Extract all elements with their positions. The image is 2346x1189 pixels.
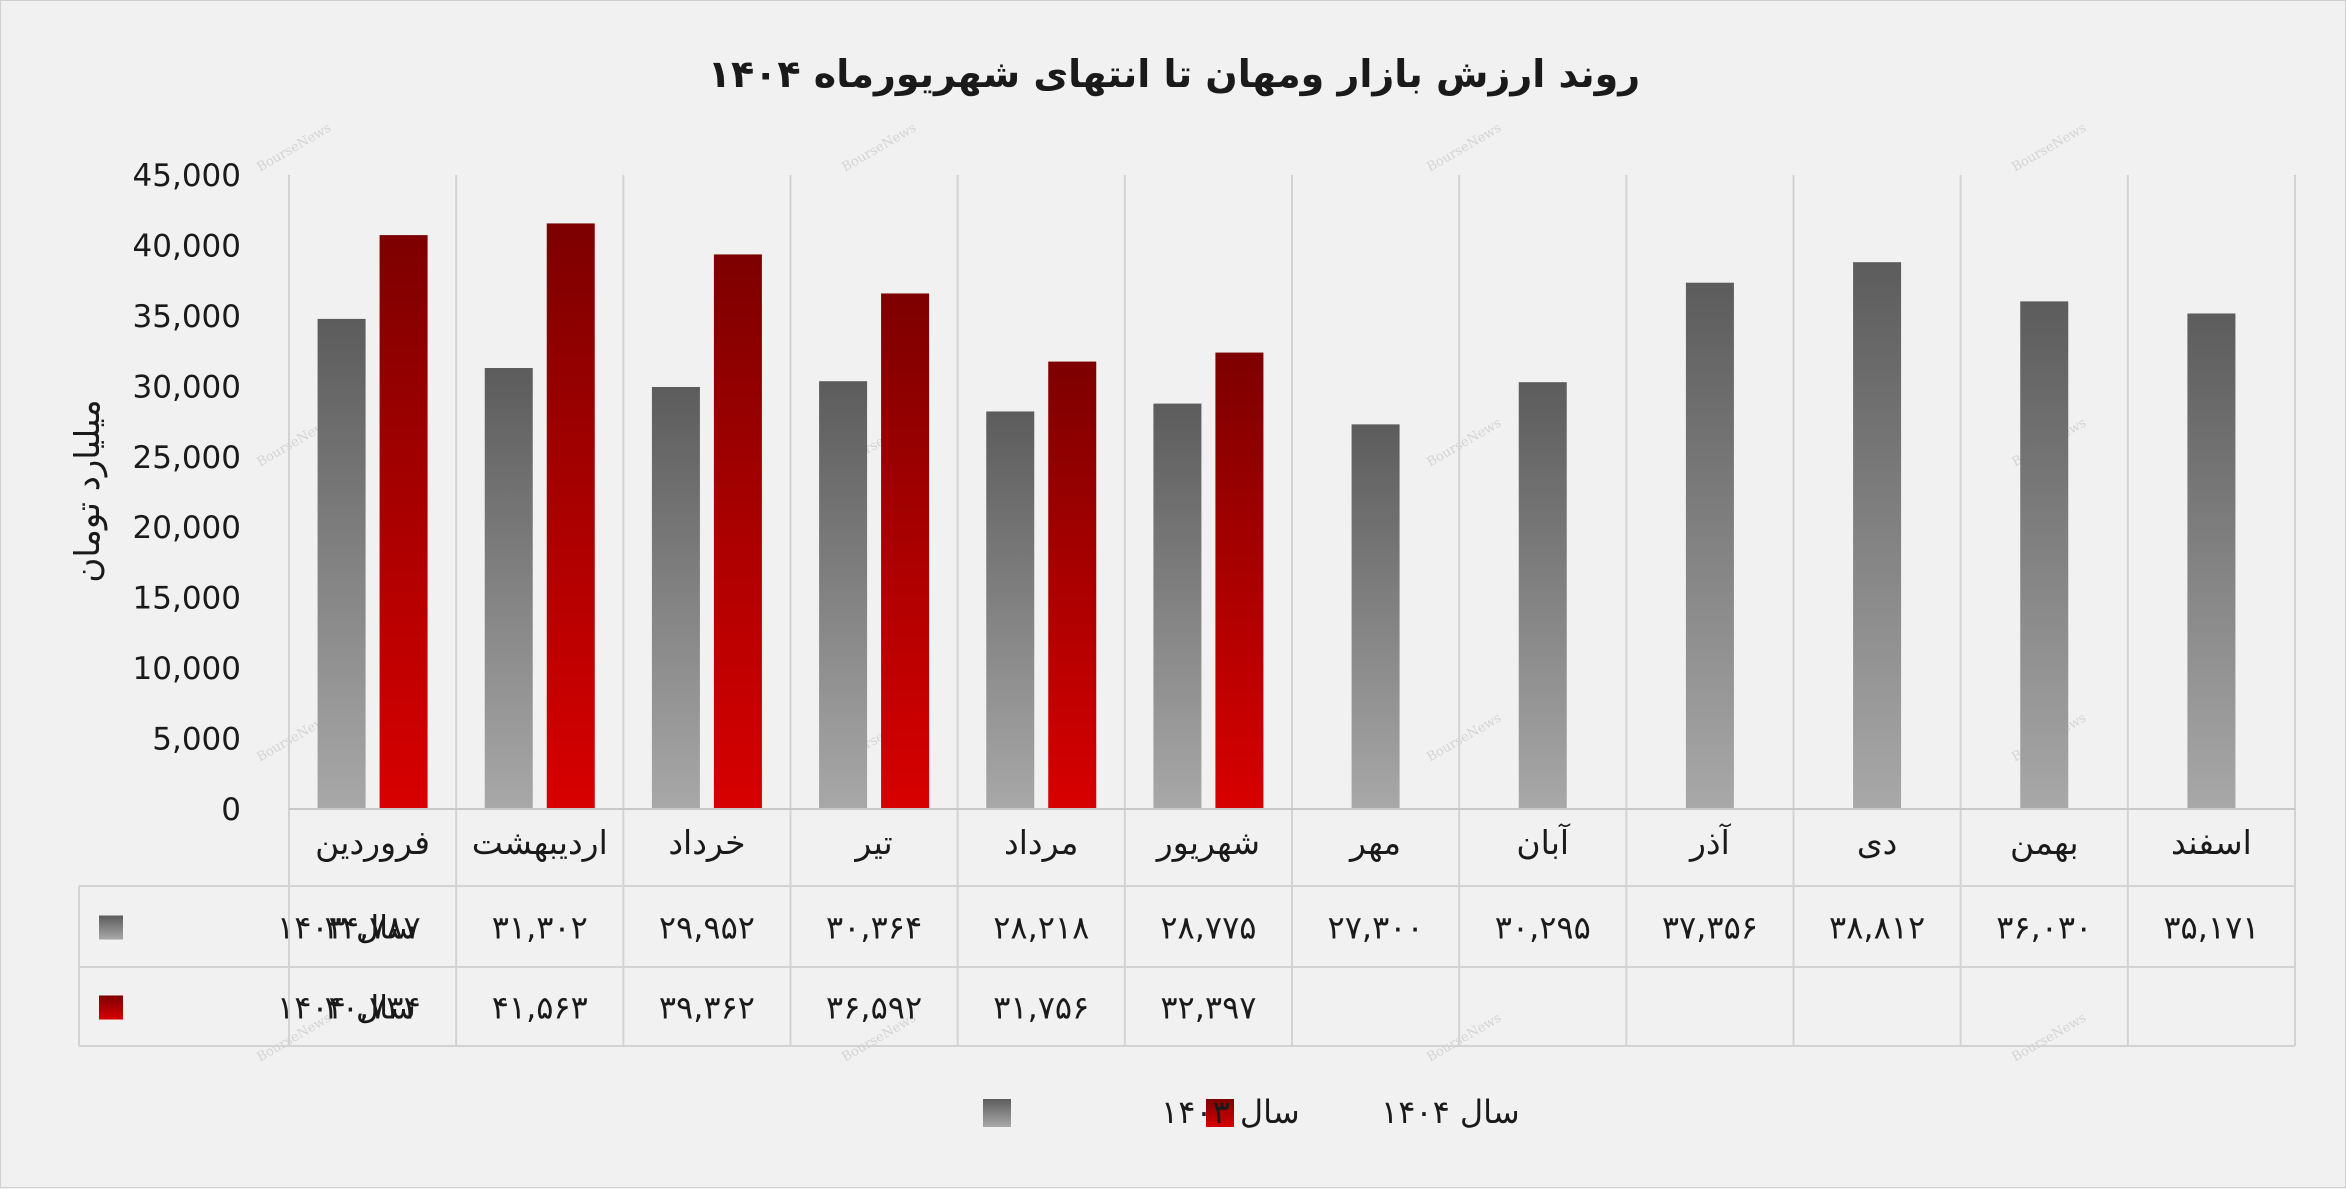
legend-swatch [1206,1099,1234,1127]
x-tick-label: مرداد [1004,823,1078,862]
bar-series-1404 [1048,361,1097,809]
table-value-cell: ۳۷,۳۵۶ [1662,909,1758,947]
legend-swatch [983,1099,1011,1127]
y-tick-label: 5,000 [152,722,241,758]
table-value-cell: ۳۱,۷۵۶ [993,989,1089,1027]
bar-series-1403 [2020,301,2069,809]
x-tick-label: فروردین [315,823,430,862]
bar-series-1403 [651,387,700,809]
table-value-cell: ۳۰,۲۹۵ [1495,909,1591,947]
table-value-cell: ۳۱,۳۰۲ [492,909,588,947]
watermark-text: BourseNews [2009,121,2089,176]
table-value-cell: ۲۷,۳۰۰ [1328,909,1424,947]
x-tick-label: آذر [1688,823,1732,862]
x-tick-label: خرداد [668,823,745,862]
bars-layer [317,223,2236,810]
table-value-cell: ۳۸,۸۱۲ [1829,909,1925,947]
table-value-cell: ۳۰,۳۶۴ [826,909,922,947]
watermark-text: BourseNews [839,121,919,176]
table-legend-swatch [99,915,123,940]
bar-series-1404 [379,235,428,809]
watermark-text: BourseNews [1424,416,1504,471]
bar-series-1403 [1518,382,1567,809]
watermark-text: BourseNews [1424,1011,1504,1066]
legend-label: سال ۱۴۰۳ [1161,1093,1300,1131]
watermark-text: BourseNews [2009,1011,2089,1066]
legend-label: سال ۱۴۰۴ [1381,1093,1520,1131]
bar-series-1403 [819,381,868,809]
bar-series-1403 [986,411,1035,809]
table-value-cell: ۲۸,۲۱۸ [993,909,1089,947]
x-tick-label: اسفند [2171,823,2252,862]
bar-series-1403 [2187,313,2236,809]
x-tick-label: دی [1857,823,1898,862]
table-series-name: سال ۱۴۰۴ [277,989,416,1027]
table-series-name: سال ۱۴۰۳ [277,909,416,947]
chart-title: روند ارزش بازار ومهان تا انتهای شهریورما… [708,52,1640,97]
y-tick-label: 30,000 [133,369,241,405]
x-tick-label: مهر [1348,823,1401,862]
table-legend-swatch [99,995,123,1020]
table-value-cell: ۳۴,۷۸۷ [325,909,421,947]
table-value-cell: ۲۸,۷۷۵ [1160,909,1256,947]
bar-series-1403 [1685,282,1734,810]
y-tick-label: 35,000 [133,299,241,335]
bar-series-1404 [881,293,930,810]
bar-series-1404 [1215,352,1264,809]
grid-lines [288,175,2296,1046]
watermark-text: BourseNews [254,121,334,176]
table-value-cell: ۲۹,۹۵۲ [659,909,755,947]
axes-layer: 0 5,000 10,000 15,000 20,000 25,000 30,000 35,0… [133,158,2295,862]
watermark-text: BourseNews [1424,121,1504,176]
table-value-cell: ۳۹,۳۶۲ [659,989,755,1027]
bar-series-1404 [546,223,595,809]
y-tick-label: 40,000 [133,228,241,264]
x-tick-label: شهریور [1155,823,1260,862]
bar-series-1403 [484,367,533,809]
table-value-cell: ۳۲,۳۹۷ [1160,989,1256,1027]
table-value-cell: ۴۱,۵۶۳ [492,989,588,1027]
bar-series-1403 [1153,403,1202,809]
bar-series-1403 [317,318,366,809]
bar-series-1403 [1853,262,1902,810]
table-value-cell: ۴۰,۷۳۴ [325,989,421,1027]
x-tick-label: تیر [853,823,892,862]
y-tick-label: 15,000 [133,581,241,617]
y-tick-label: 25,000 [133,440,241,476]
table-value-cell: ۳۶,۵۹۲ [826,989,922,1027]
y-tick-label: 45,000 [133,158,241,194]
table-value-cell: ۳۵,۱۷۱ [2163,909,2259,947]
table-value-cell: ۳۶,۰۳۰ [1996,909,2092,947]
bar-series-1404 [713,254,762,809]
y-axis-label: میلیارد تومان [68,399,108,582]
x-tick-label: بهمن [2010,823,2079,862]
x-tick-label: آبان [1516,823,1570,862]
legend: سال ۱۴۰۴ سال ۱۴۰۳ [983,1093,1520,1131]
y-tick-label: 10,000 [133,651,241,687]
x-tick-label: اردیبهشت [472,823,608,862]
y-tick-label: 0 [221,792,241,828]
bar-series-1403 [1351,424,1400,809]
watermark-text: BourseNews [1424,711,1504,766]
y-tick-label: 20,000 [133,510,241,546]
